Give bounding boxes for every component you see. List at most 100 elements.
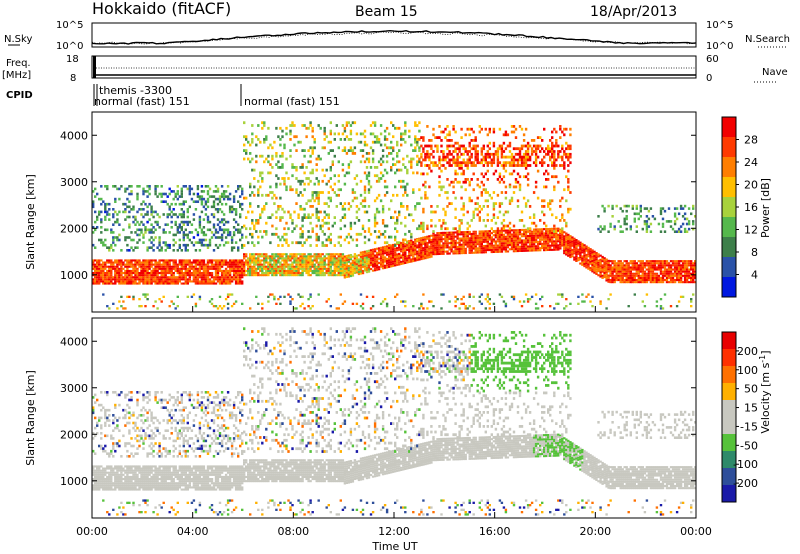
power-cell bbox=[381, 267, 385, 270]
power-cell bbox=[345, 265, 349, 268]
power-cell bbox=[331, 188, 334, 192]
power-cell bbox=[339, 235, 342, 239]
power-cell bbox=[585, 258, 588, 261]
power-cell bbox=[373, 269, 377, 272]
power-cell bbox=[160, 246, 163, 249]
power-cell bbox=[496, 229, 500, 232]
power-cell bbox=[339, 244, 342, 247]
power-cell bbox=[472, 247, 475, 250]
power-cell bbox=[456, 230, 459, 233]
power-cell bbox=[410, 163, 413, 166]
power-cell bbox=[468, 249, 471, 252]
power-cell bbox=[486, 300, 489, 303]
power-cell bbox=[482, 147, 485, 151]
power-cell bbox=[345, 269, 349, 272]
power-cell bbox=[585, 256, 588, 259]
power-cell bbox=[530, 249, 534, 252]
power-cell bbox=[206, 274, 210, 277]
power-cell bbox=[152, 238, 155, 242]
power-cell bbox=[394, 227, 397, 231]
power-cell bbox=[424, 240, 427, 243]
power-cell bbox=[291, 221, 294, 225]
power-cell bbox=[394, 238, 397, 242]
power-cell bbox=[319, 265, 322, 268]
power-cell bbox=[522, 245, 526, 248]
power-cell bbox=[214, 259, 218, 262]
power-cell bbox=[365, 258, 369, 261]
power-cell bbox=[518, 150, 522, 153]
power-cell bbox=[279, 138, 282, 141]
power-cell bbox=[547, 152, 550, 156]
power-cell bbox=[154, 265, 157, 268]
power-cell bbox=[289, 185, 292, 189]
power-cell bbox=[504, 130, 508, 134]
power-cell bbox=[156, 307, 159, 310]
power-cell bbox=[289, 274, 292, 277]
power-cell bbox=[182, 213, 185, 216]
power-cell bbox=[392, 163, 395, 166]
power-cell bbox=[194, 261, 198, 264]
power-cell bbox=[438, 236, 441, 239]
power-cell bbox=[464, 150, 467, 153]
power-cell bbox=[494, 202, 498, 205]
power-cell bbox=[309, 244, 312, 247]
power-cell bbox=[367, 238, 371, 242]
power-cell bbox=[543, 238, 546, 241]
power-cell bbox=[351, 238, 355, 242]
power-cell bbox=[369, 232, 373, 236]
power-cell bbox=[345, 267, 349, 270]
power-cell bbox=[313, 257, 316, 260]
power-cell bbox=[406, 168, 409, 172]
power-cell bbox=[335, 253, 338, 256]
power-cell bbox=[224, 278, 228, 281]
power-cell bbox=[184, 233, 187, 237]
power-cell bbox=[333, 261, 336, 264]
power-cell bbox=[180, 265, 183, 268]
power-cell bbox=[214, 267, 218, 270]
power-cell bbox=[398, 149, 401, 152]
power-cell bbox=[436, 238, 439, 241]
power-cell bbox=[359, 251, 363, 254]
power-cell bbox=[335, 261, 338, 264]
power-cell bbox=[452, 246, 455, 249]
power-cell bbox=[446, 235, 449, 238]
power-cell bbox=[295, 149, 298, 152]
power-cell bbox=[331, 163, 334, 166]
power-cell bbox=[569, 133, 572, 137]
power-cell bbox=[406, 205, 409, 208]
power-cell bbox=[412, 191, 415, 194]
power-cell bbox=[255, 221, 258, 225]
power-cell bbox=[591, 270, 594, 273]
power-cell bbox=[565, 238, 568, 241]
power-cell bbox=[319, 272, 322, 275]
power-cell bbox=[214, 278, 218, 281]
power-cell bbox=[460, 161, 463, 165]
power-cell bbox=[261, 259, 264, 262]
power-cell bbox=[474, 158, 477, 162]
power-cell bbox=[347, 258, 351, 261]
power-cell bbox=[317, 179, 320, 183]
power-cell bbox=[176, 185, 179, 188]
power-cell bbox=[434, 253, 437, 256]
power-cell bbox=[432, 244, 435, 247]
power-cell bbox=[283, 182, 286, 186]
power-cell bbox=[480, 158, 483, 162]
power-cell bbox=[297, 241, 300, 245]
power-cell bbox=[295, 224, 298, 228]
power-cell bbox=[569, 245, 572, 248]
power-cell bbox=[472, 213, 475, 217]
power-cell bbox=[317, 210, 320, 214]
power-cell bbox=[162, 272, 165, 275]
power-cell bbox=[416, 138, 419, 141]
power-cell bbox=[343, 255, 347, 258]
power-cell bbox=[134, 223, 137, 226]
power-cell bbox=[92, 282, 95, 285]
power-cell bbox=[528, 216, 532, 219]
power-cell bbox=[170, 267, 173, 270]
power-cell bbox=[333, 267, 336, 270]
power-cell bbox=[464, 241, 467, 244]
power-cell bbox=[349, 160, 353, 164]
power-cell bbox=[299, 227, 302, 231]
power-cell bbox=[279, 143, 282, 147]
power-cell bbox=[146, 205, 149, 209]
